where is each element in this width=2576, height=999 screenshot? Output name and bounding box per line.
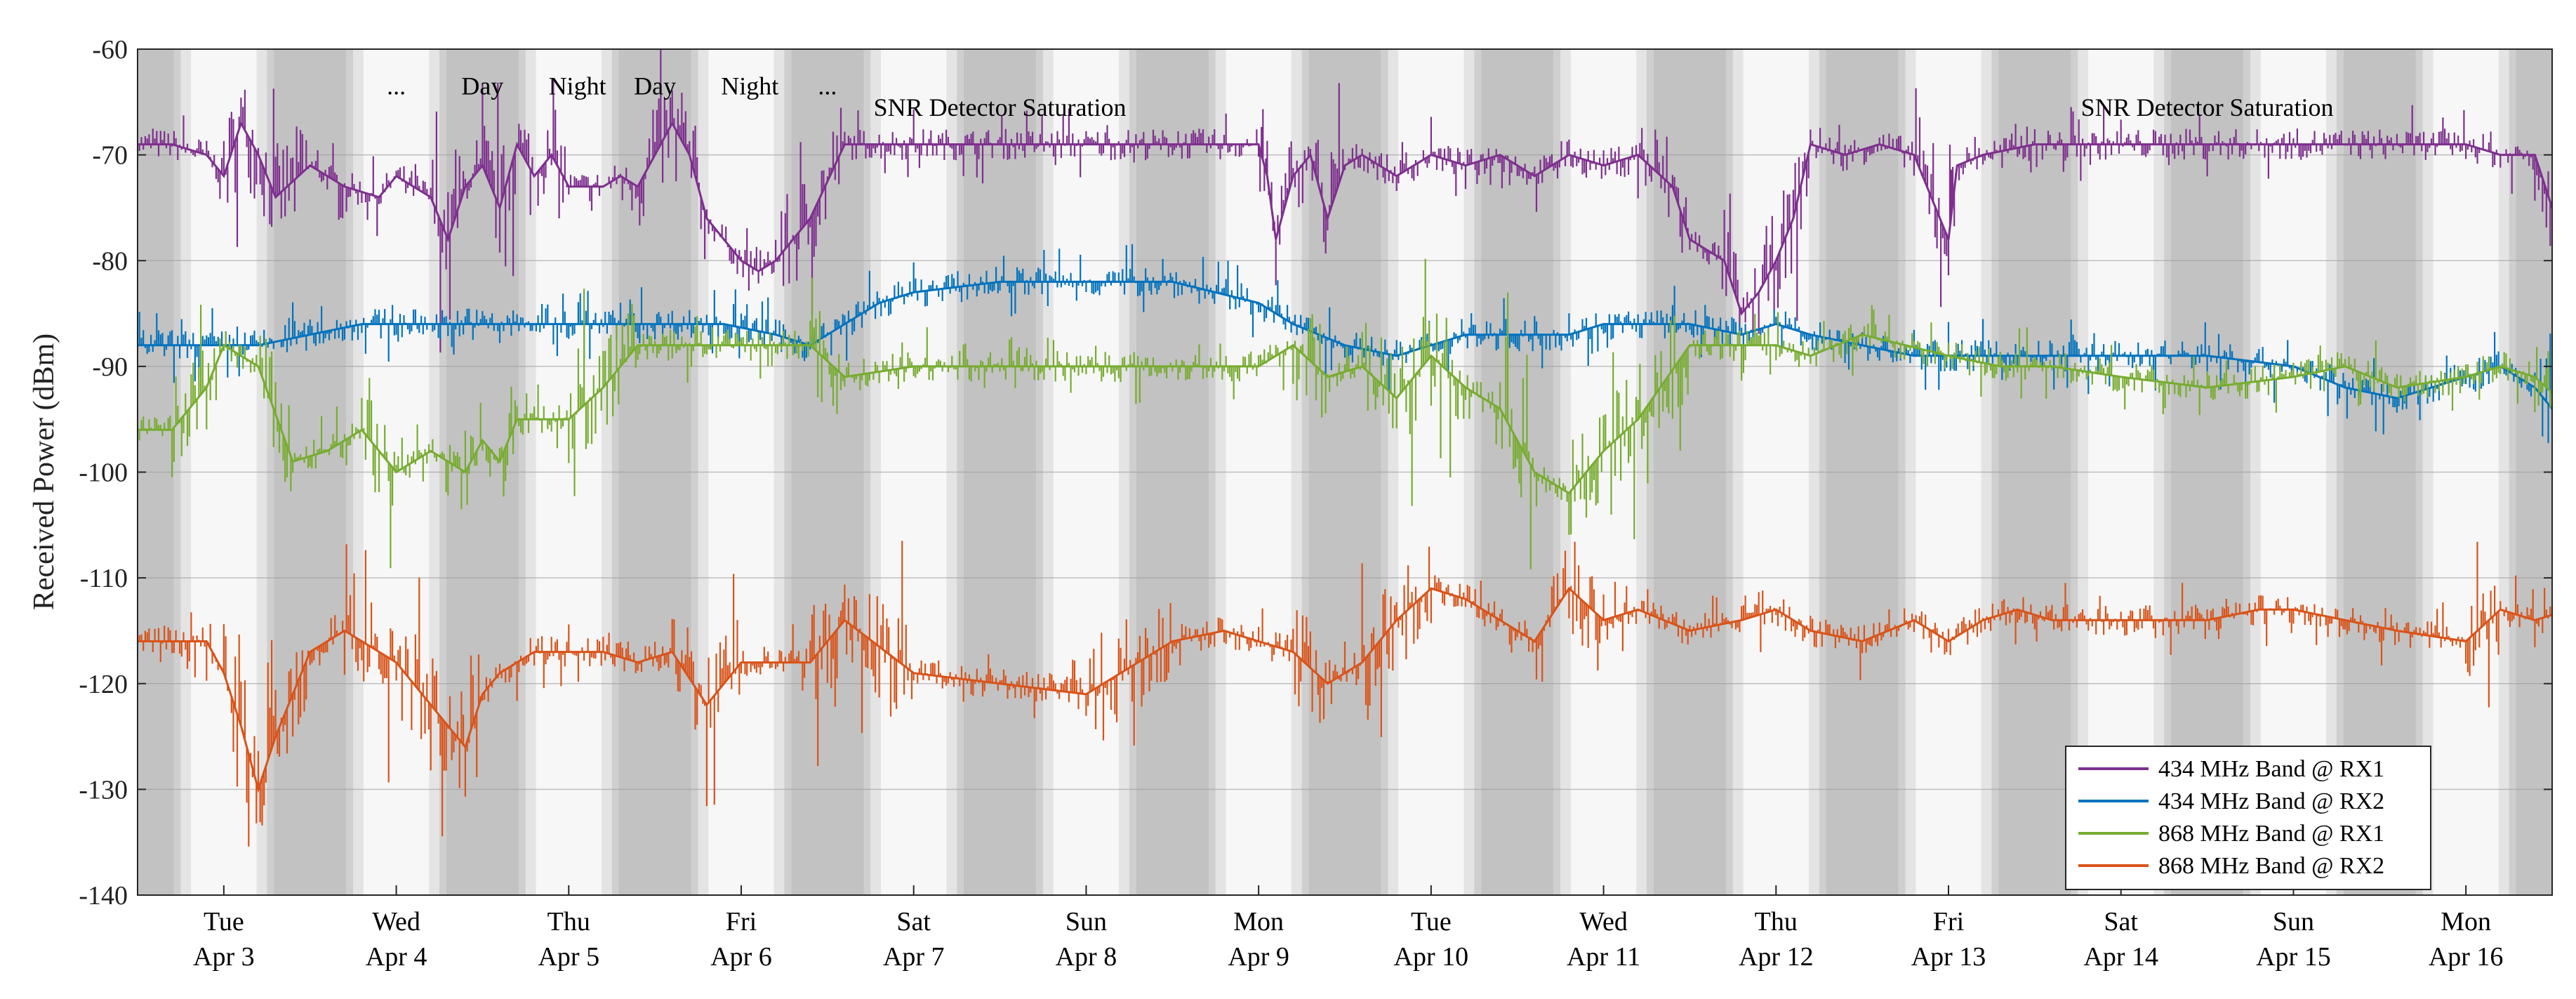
series-434-mhz-band-rx1 — [138, 49, 2552, 353]
x-tick-label-date: Apr 12 — [1739, 942, 1814, 972]
x-tick-label-date: Apr 9 — [1228, 942, 1289, 972]
x-tick-label-day: Sun — [2273, 907, 2314, 937]
x-tick-label-day: Sat — [2104, 907, 2138, 937]
annotation-text: SNR Detector Saturation — [2081, 93, 2334, 121]
annotation-text: Night — [549, 72, 606, 100]
x-tick-label-date: Apr 3 — [193, 942, 255, 972]
x-tick-label-day: Wed — [372, 907, 420, 937]
y-tick-label: -130 — [79, 775, 128, 805]
legend: 434 MHz Band @ RX1 434 MHz Band @ RX2 868 … — [2065, 746, 2431, 890]
annotation-text: ... — [818, 72, 837, 100]
y-axis-title: Received Power (dBm) — [28, 333, 60, 610]
x-axis: Tue Apr 3 Wed Apr 4 Thu Apr 5 Fri Apr 6 Sat Apr 7… — [193, 885, 2503, 972]
x-tick-label-date: Apr 15 — [2256, 942, 2331, 972]
x-tick-label-day: Mon — [2441, 907, 2491, 937]
x-tick-label-day: Fri — [726, 907, 757, 937]
y-tick-label: -80 — [92, 246, 128, 276]
x-tick-label-date: Apr 8 — [1056, 942, 1117, 972]
x-tick-label-date: Apr 11 — [1567, 942, 1640, 972]
annotation-text: Night — [721, 72, 778, 100]
x-tick-label-date: Apr 7 — [883, 942, 945, 972]
y-tick-label: -60 — [92, 35, 128, 65]
y-tick-label: -70 — [92, 141, 128, 171]
x-tick-label-date: Apr 13 — [1911, 942, 1986, 972]
x-tick-label-day: Tue — [204, 907, 244, 937]
y-tick-label: -100 — [79, 458, 128, 488]
annotation-text: Day — [634, 72, 676, 100]
x-tick-label-date: Apr 6 — [710, 942, 772, 972]
legend-label: 434 MHz Band @ RX1 — [2158, 756, 2384, 782]
annotation-text: Day — [461, 72, 503, 100]
x-tick-label-date: Apr 5 — [538, 942, 599, 972]
annotation-text: ... — [387, 72, 406, 100]
y-tick-label: -140 — [79, 881, 128, 911]
y-axis: -60 -70 -80 -90 -100 -110 -120 -130 -140 — [79, 35, 2552, 911]
series-fluctuation — [138, 49, 2552, 353]
x-tick-label-date: Apr 4 — [366, 942, 427, 972]
annotation-text: SNR Detector Saturation — [874, 93, 1127, 121]
y-tick-label: -90 — [92, 352, 128, 382]
x-tick-label-day: Sun — [1065, 907, 1107, 937]
x-tick-label-day: Fri — [1933, 907, 1964, 937]
series-fluctuation — [138, 258, 2552, 569]
x-tick-label-day: Thu — [1755, 907, 1798, 937]
series-fluctuation — [138, 541, 2552, 847]
legend-label: 434 MHz Band @ RX2 — [2158, 788, 2384, 814]
x-tick-label-date: Apr 16 — [2429, 942, 2504, 972]
series-868-mhz-band-rx2 — [138, 541, 2552, 847]
data-series-group — [138, 49, 2552, 847]
x-tick-label-day: Wed — [1579, 907, 1628, 937]
x-tick-label-date: Apr 14 — [2083, 942, 2158, 972]
series-868-mhz-band-rx1 — [138, 258, 2552, 569]
x-tick-label-day: Sat — [896, 907, 931, 937]
legend-label: 868 MHz Band @ RX1 — [2158, 821, 2384, 847]
x-tick-label-day: Tue — [1411, 907, 1452, 937]
annotations: ... Day Night Day Night ... SNR Detector Satur… — [387, 72, 2333, 121]
y-tick-label: -110 — [80, 564, 128, 593]
x-tick-label-day: Thu — [547, 907, 590, 937]
x-tick-label-day: Mon — [1233, 907, 1284, 937]
legend-label: 868 MHz Band @ RX2 — [2158, 853, 2384, 879]
x-tick-label-date: Apr 10 — [1394, 942, 1469, 972]
y-tick-label: -120 — [79, 670, 128, 699]
